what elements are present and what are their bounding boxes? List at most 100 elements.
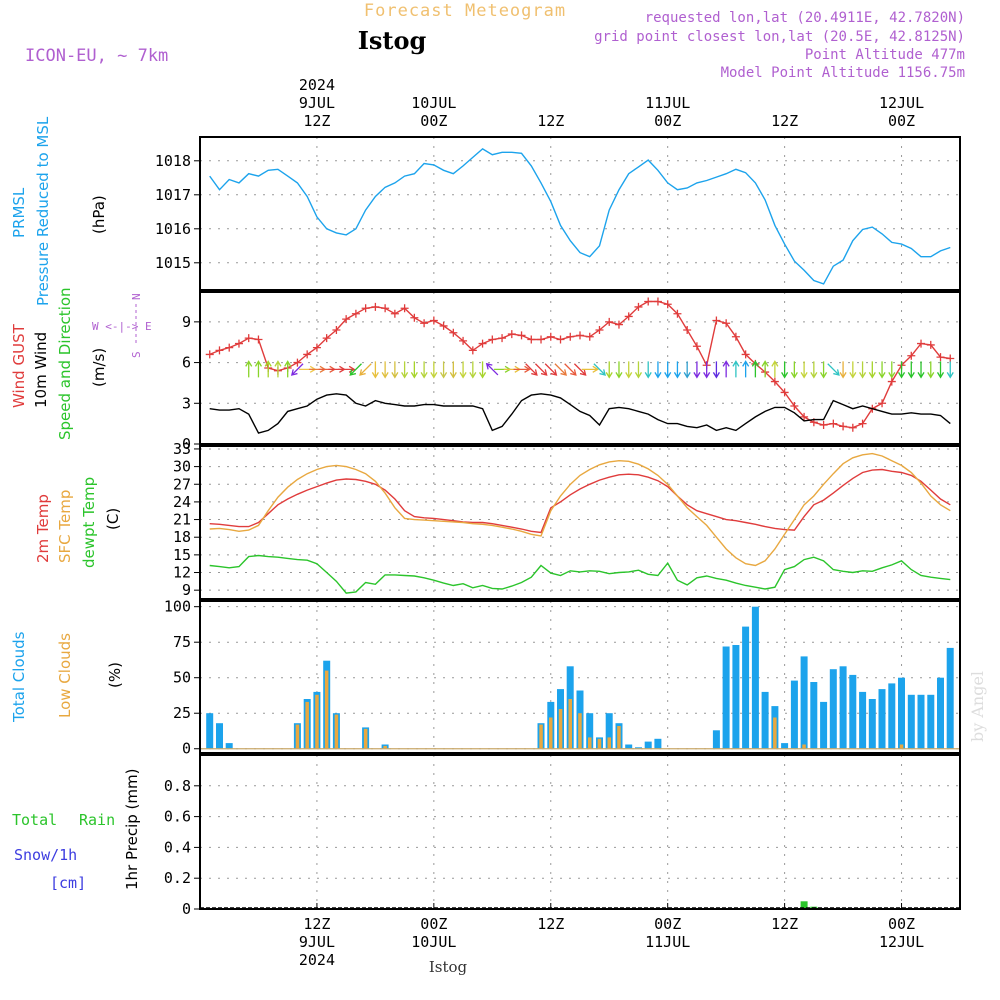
wind-arrow [410,361,418,379]
y-tick-label: 0 [182,740,191,758]
wind-arrow [430,361,438,379]
wind-arrow [673,361,681,379]
bottom-time-label: 12Z [537,915,564,933]
low-clouds-bar [363,728,368,749]
gust-point [507,330,516,339]
10m-wind-line [209,393,951,434]
wind-arrow [722,360,730,378]
gust-point [878,399,887,408]
wind-arrow [274,360,282,378]
gust-point [527,335,536,344]
grid-point-coords: grid point closest lon,lat (20.5E, 42.81… [594,29,965,45]
precip-axis-label: 1hr Precip (mm) [123,769,141,890]
total-clouds-bar [644,741,652,749]
y-tick-label: 0.6 [164,808,191,826]
top-time-label: 9JUL [299,94,335,112]
wind-arrow [359,363,372,376]
gust-point [673,309,682,318]
temp-labels: 2m Temp SFC Temp dewpt Temp (C) [34,477,122,568]
wind-arrow [897,361,906,379]
low-clouds-bar [305,701,309,749]
gust-point [215,346,224,355]
total-clouds-bar [722,646,730,749]
top-time-label: 11JUL [645,94,690,112]
total-clouds-bar [937,677,944,749]
low-clouds-bar [334,714,339,749]
wind-arrow [485,362,499,376]
y-tick-label: 100 [164,598,191,616]
gust-point [498,334,507,343]
bottom-time-label: 11JUL [645,933,690,951]
location-title: Istog [358,26,427,55]
gust-point [848,423,857,432]
gust-point [712,316,721,325]
wind-arrow [849,361,857,379]
y-tick-label: 50 [173,669,191,687]
gust-point [858,419,867,428]
model-altitude: Model Point Altitude 1156.75m [721,65,965,81]
gust-point [390,309,399,318]
wind-arrow [381,361,389,379]
wind-arrow [868,361,876,379]
wind-arrow [712,361,720,379]
wind-arrow [654,361,662,379]
gust-point [478,339,487,348]
wind-arrow [693,361,701,379]
total-clouds-bar [868,699,876,749]
meteogram-title: Forecast Meteogram [364,1,566,21]
wind-arrow [634,361,643,379]
wind-arrow [946,361,954,379]
total-clouds-bar [800,656,808,749]
top-time-label: 00Z [888,112,915,130]
wind-arrow [683,361,691,379]
total-clouds-bar [216,723,223,749]
wind-arrow [420,361,428,379]
gust-point [585,332,594,341]
dewpt-temp-line [209,554,951,594]
y-tick-label: 30 [173,458,191,476]
total-clouds-bar [849,674,857,749]
hpa-unit-label: (hPa) [90,195,108,234]
wind-arrow [703,361,711,379]
sfc-temp-label: SFC Temp [56,490,74,563]
wind-arrow [449,361,457,379]
total-clouds-bar [206,713,214,749]
total-clouds-bar [859,691,867,749]
wind-arrow [790,361,798,379]
bottom-time-label: 00Z [888,915,915,933]
total-clouds-bar [605,713,613,749]
y-tick-label: 9 [182,581,191,599]
wind-arrow [761,360,769,378]
y-tick-label: 1016 [155,220,191,238]
wind-arrow [751,360,759,378]
compass-we: W <-|-> E [92,320,152,333]
wind-arrow [888,361,896,379]
low-clouds-bar [315,694,319,749]
pressure-line [209,148,951,285]
total-clouds-bar [917,694,925,749]
gust-point [907,351,916,360]
gust-point [293,358,302,367]
y-tick-label: 3 [182,394,191,412]
y-tick-label: 21 [173,511,191,529]
y-tick-label: 27 [173,475,191,493]
wind-arrow [254,360,263,378]
wind-arrow [349,363,362,376]
precip-frame [199,754,961,910]
y-tick-label: 1018 [155,152,191,170]
low-clouds-bar [588,737,592,749]
wind-arrow [927,361,935,379]
total-clouds-bar [839,666,847,749]
y-tick-label: 0 [182,900,191,918]
compass-n: N [130,293,143,300]
bottom-time-label: 12Z [303,915,330,933]
gust-point [468,346,477,355]
bottom-time-label: 2024 [299,951,335,969]
total-clouds-bar [225,743,233,749]
gust-point [731,332,740,341]
gust-point [244,334,253,343]
low-clouds-bar [773,717,777,749]
y-tick-label: 9 [182,313,191,331]
